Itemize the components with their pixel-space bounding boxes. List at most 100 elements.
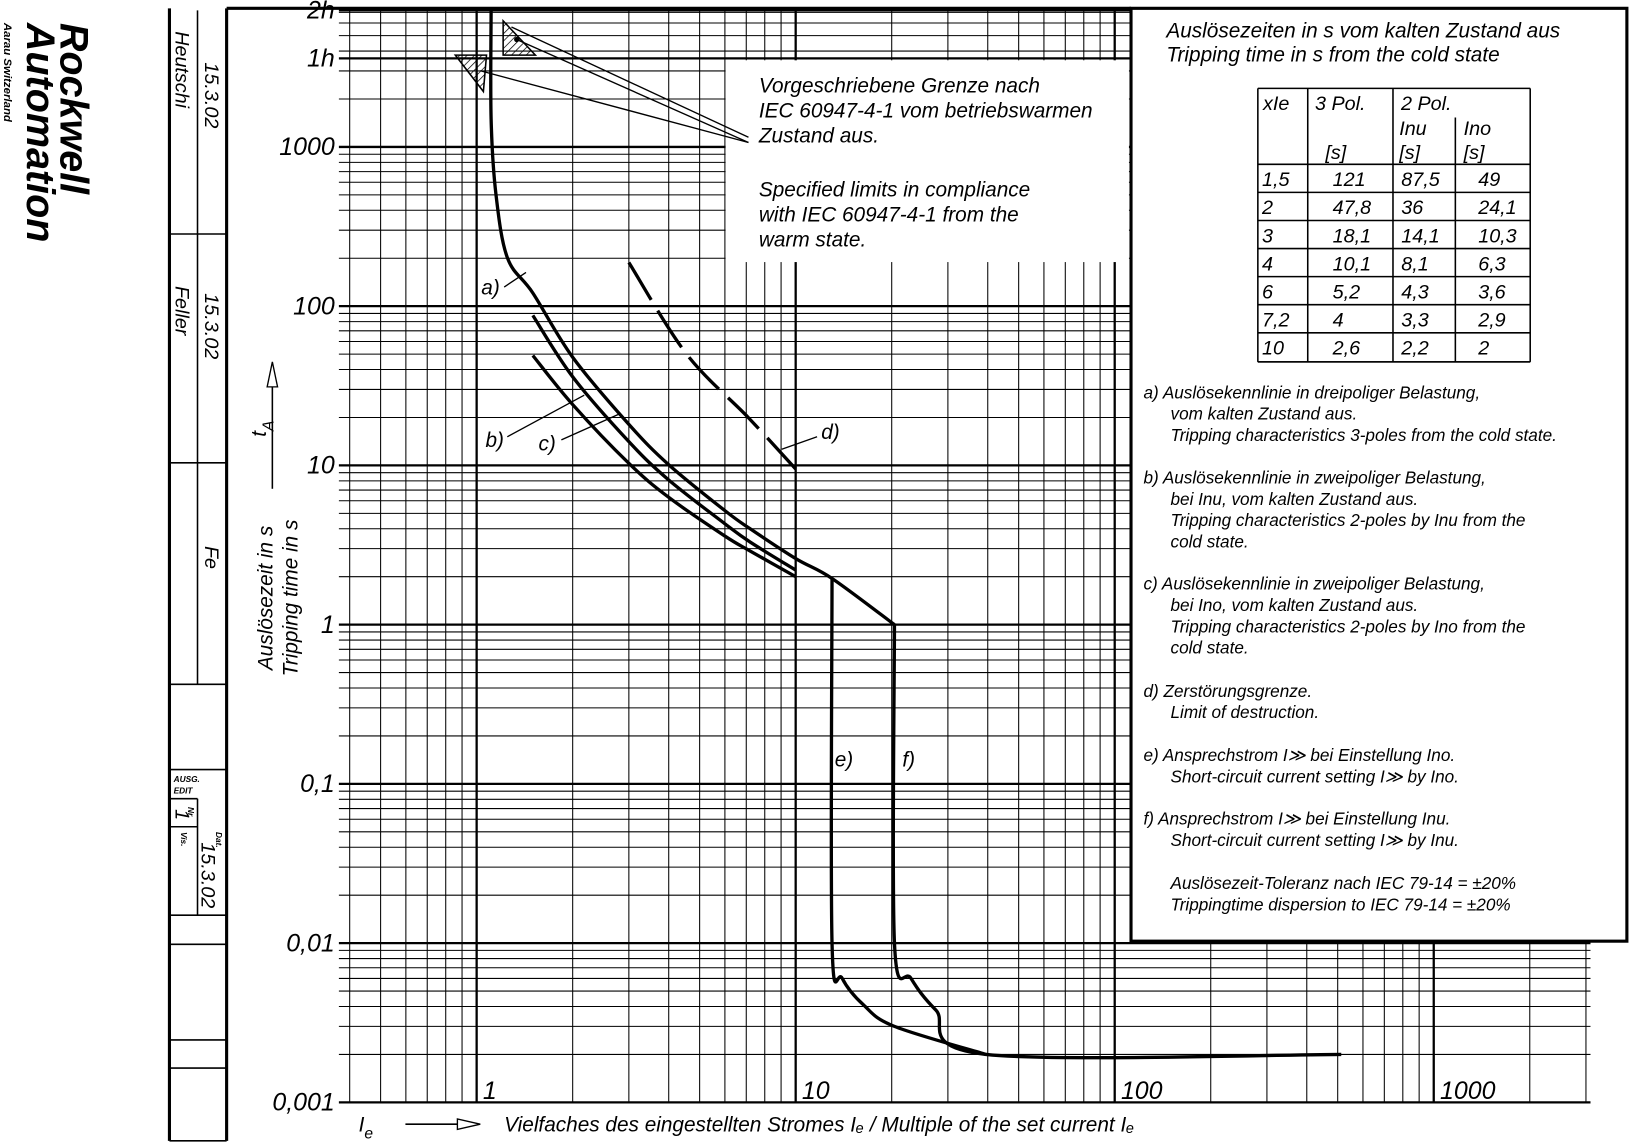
annotation-background xyxy=(725,60,1129,263)
table-cell: 6 xyxy=(1262,281,1273,303)
note-line: a) Auslösekennlinie in dreipoliger Belas… xyxy=(1143,382,1480,402)
note-line: Tripping characteristics 2-poles by Inu … xyxy=(1171,510,1526,530)
curve xyxy=(531,314,797,572)
y-tick-label: 0,01 xyxy=(286,929,335,957)
y-symbol-main: t xyxy=(248,430,271,437)
curve-leader xyxy=(503,271,527,288)
drawn-by: Heutschi xyxy=(171,31,193,108)
limit-marker xyxy=(502,18,538,56)
approved-by: Fe xyxy=(200,546,222,569)
table-cell: 2 xyxy=(1477,338,1489,360)
table-cell: 10 xyxy=(1262,338,1284,360)
limit-marker xyxy=(453,54,488,94)
y-tick-label: 1 xyxy=(321,611,335,639)
y-tick-label: 1000 xyxy=(279,133,335,161)
table-cell: 4 xyxy=(1262,253,1273,275)
table-cell: 4,3 xyxy=(1401,281,1428,303)
note-line: f) Ansprechstrom I≫ bei Einstellung Inu. xyxy=(1143,809,1450,829)
annotation: Vorgeschriebene Grenze nach IEC 60947-4-… xyxy=(758,75,1093,252)
y-axis-label-de: Auslösezeit in s xyxy=(254,526,277,672)
checked-by: Feller xyxy=(171,286,193,337)
curve-leader xyxy=(781,436,818,450)
table-subheader: Inu xyxy=(1399,118,1426,140)
y-tick-label: 100 xyxy=(293,292,335,320)
curve-label: c) xyxy=(538,432,555,455)
table-cell: 121 xyxy=(1333,169,1366,191)
y-tick-label: 10 xyxy=(307,452,335,480)
table-cell: 6,3 xyxy=(1478,253,1505,275)
company-name: Automation xyxy=(18,22,62,242)
curve-label: b) xyxy=(485,429,503,452)
curve xyxy=(627,261,797,471)
x-tick-label: 1000 xyxy=(1440,1077,1496,1105)
curve xyxy=(531,354,797,579)
table-unit: [s] xyxy=(1463,142,1485,164)
table-cell: 3,6 xyxy=(1478,281,1505,303)
note-line: e) Ansprechstrom I≫ bei Einstellung Ino. xyxy=(1143,745,1455,765)
edit-date: 15.3.02 xyxy=(197,842,219,908)
curve-leader xyxy=(506,394,585,438)
y-tick-label: 0,1 xyxy=(300,770,335,798)
leader-line xyxy=(511,26,749,138)
x-axis-label: Vielfaches des eingestellten Stromes Iₑ … xyxy=(504,1113,1134,1136)
curve-leader xyxy=(561,413,620,441)
y-axis-label: Auslösezeit in s Tripping time in s xyxy=(254,520,302,677)
x-symbol: Ie xyxy=(359,1113,374,1142)
y-arrow-head xyxy=(266,361,279,388)
x-tick-label: 100 xyxy=(1121,1077,1163,1105)
table-unit: [s] xyxy=(1398,142,1420,164)
curve xyxy=(489,10,896,626)
annotation-line: IEC 60947-4-1 vom betriebswarmen xyxy=(759,100,1093,123)
annotation-line: warm state. xyxy=(759,228,866,251)
note-line: Trippingtime dispersion to IEC 79-14 = ±… xyxy=(1171,894,1511,914)
leader-line xyxy=(480,70,749,144)
notes: a) Auslösekennlinie in dreipoliger Belas… xyxy=(1143,382,1556,914)
curve-label: f) xyxy=(902,748,915,771)
note-line: b) Auslösekennlinie in zweipoliger Belas… xyxy=(1143,468,1485,488)
table: xIe 3 Pol. 2 Pol.Inu Ino[s] [s] [s]1,5 121 87,5… xyxy=(1257,87,1531,363)
y-tick-label: 0,001 xyxy=(272,1089,334,1117)
table-cell: 3,3 xyxy=(1401,310,1428,332)
x-arrow-head xyxy=(456,1118,481,1131)
curve-label: a) xyxy=(481,276,499,299)
table-cell: 36 xyxy=(1401,197,1423,219)
table-header: xIe xyxy=(1262,93,1289,115)
company-name: Rockwell xyxy=(51,23,95,195)
table-subheader: Ino xyxy=(1464,118,1491,140)
table-cell: 8,1 xyxy=(1401,253,1428,275)
table-cell: 2,6 xyxy=(1332,338,1360,360)
annotation-line: Specified limits in compliance xyxy=(759,179,1030,202)
x-symbol-sub: e xyxy=(364,1126,373,1143)
table-cell: 14,1 xyxy=(1401,225,1439,247)
table-cell: 10,1 xyxy=(1333,253,1371,275)
annotation-line: Zustand aus. xyxy=(758,124,879,147)
checked-date: 15.3.02 xyxy=(200,293,222,359)
table-cell: 18,1 xyxy=(1333,225,1371,247)
note-line: c) Auslösekennlinie in zweipoliger Belas… xyxy=(1143,574,1484,594)
curve xyxy=(829,578,987,1057)
company-location: Aarau Switzerland xyxy=(1,22,13,123)
note-line: Short-circuit current setting I≫ by Ino. xyxy=(1171,767,1459,787)
table-cell: 7,2 xyxy=(1262,310,1289,332)
note-line: cold state. xyxy=(1171,532,1249,552)
x-symbol-main: I xyxy=(359,1113,365,1136)
table-header: 2 Pol. xyxy=(1400,93,1452,115)
table-cell: 4 xyxy=(1333,310,1344,332)
note-line: Tripping characteristics 3-poles from th… xyxy=(1171,425,1557,445)
table-cell: 1,5 xyxy=(1262,169,1290,191)
note-line: bei Ino, vom kalten Zustand aus. xyxy=(1171,595,1419,615)
table-unit: [s] xyxy=(1324,142,1346,164)
table-cell: 24,1 xyxy=(1477,197,1516,219)
table-cell: 47,8 xyxy=(1333,197,1371,219)
note-line: Auslösezeit-Toleranz nach IEC 79-14 = ±2… xyxy=(1170,873,1517,893)
edit-number: 1 xyxy=(171,809,193,820)
table-cell: 3 xyxy=(1262,225,1273,247)
y-tick-label: 2h xyxy=(306,0,335,25)
table-cell: 5,2 xyxy=(1333,281,1360,303)
table-title: Tripping time in s from the cold state xyxy=(1166,43,1499,66)
table-cell: 49 xyxy=(1478,169,1500,191)
table-header: 3 Pol. xyxy=(1315,93,1366,115)
table-title: Auslösezeiten in s vom kalten Zustand au… xyxy=(1164,19,1560,42)
curves xyxy=(489,10,1342,1060)
